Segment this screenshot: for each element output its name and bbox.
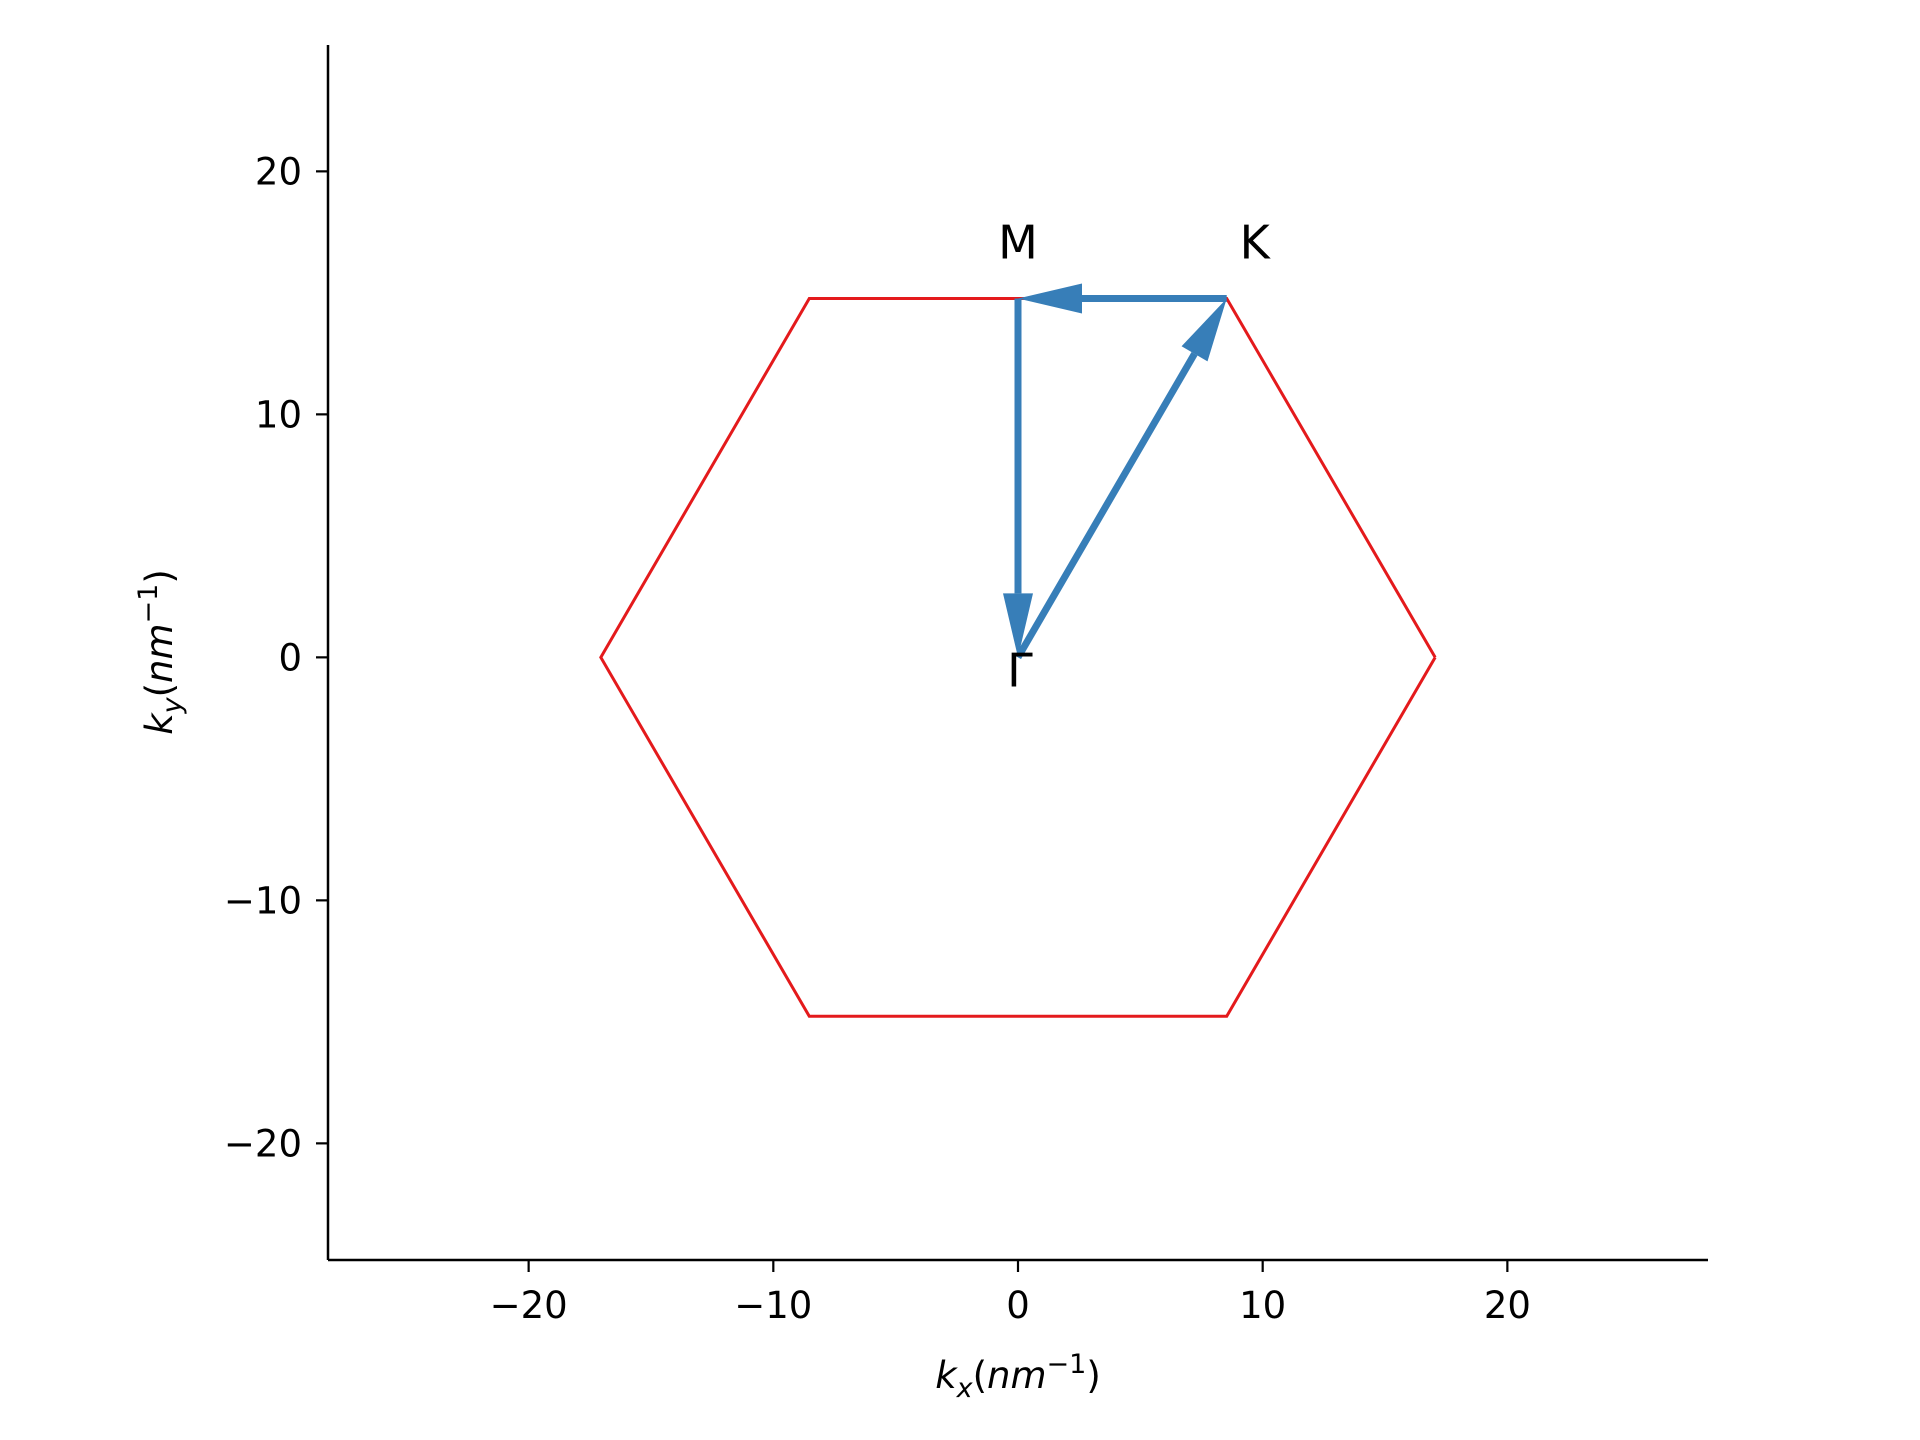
x-tick-label: 20 [1484, 1284, 1531, 1327]
x-tick-label: −10 [734, 1284, 812, 1327]
high-symmetry-point-label: M [998, 215, 1038, 269]
high-symmetry-point-label: K [1240, 215, 1272, 269]
ticks: −20 −10 0 10 20 −20 −10 0 10 20 [224, 150, 1531, 1327]
x-tick-label: 0 [1006, 1284, 1030, 1327]
arrow-head [1018, 283, 1082, 314]
high-symmetry-point-label: Γ [1007, 643, 1033, 697]
y-tick-label: −20 [224, 1122, 302, 1165]
plot-area: Γ M K [599, 215, 1437, 1018]
y-tick-label: 0 [278, 636, 302, 679]
path-arrow [1003, 298, 1033, 658]
x-tick-label: 10 [1239, 1284, 1286, 1327]
arrow-shaft [1014, 352, 1198, 660]
arrow-head [1181, 298, 1227, 362]
y-tick-label: 20 [255, 150, 302, 193]
x-axis-label: kx(nm−1) [935, 1349, 1101, 1404]
y-tick-label: −10 [224, 879, 302, 922]
y-tick-label: 10 [255, 393, 302, 436]
arrow-head [1003, 593, 1033, 658]
path-arrow [1018, 283, 1227, 314]
y-axis-label: ky(nm−1) [133, 569, 188, 735]
x-tick-label: −20 [490, 1284, 568, 1327]
path-arrow [1014, 298, 1227, 660]
